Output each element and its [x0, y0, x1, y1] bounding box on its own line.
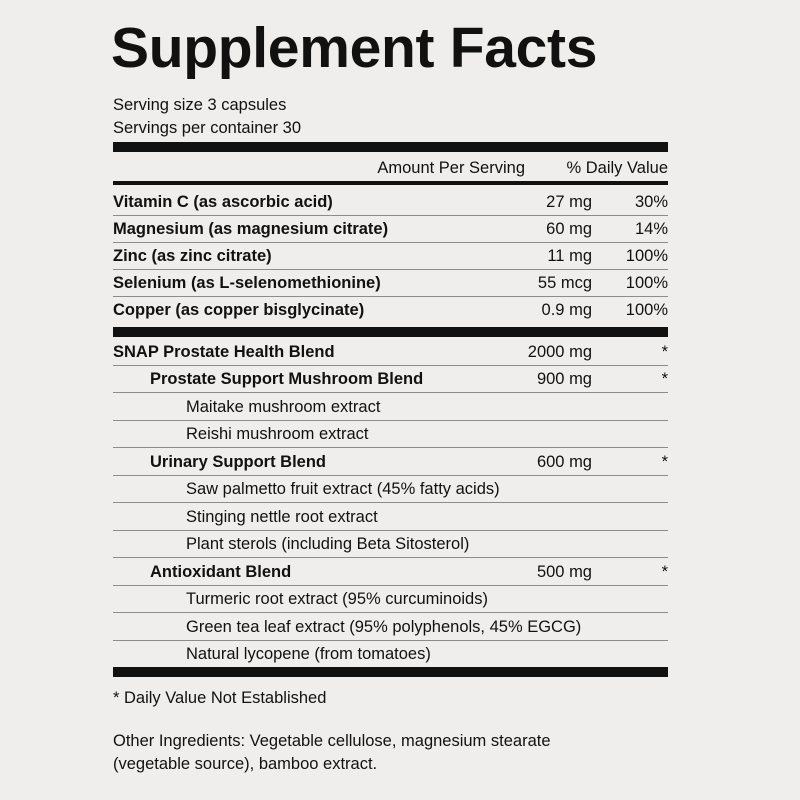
serving-size: Serving size 3 capsules	[113, 96, 287, 114]
row-separator	[113, 392, 668, 393]
row-amount: 900 mg	[536, 370, 592, 389]
row-daily-value: 100%	[625, 247, 668, 265]
row-name: Copper (as copper bisglycinate)	[113, 301, 365, 319]
row-daily-value: *	[661, 370, 668, 389]
amount-header: Amount Per Serving	[377, 159, 525, 177]
thick-rule	[113, 142, 668, 152]
row-amount: 600 mg	[536, 452, 592, 471]
other-ingredients: (vegetable source), bamboo extract.	[113, 755, 378, 773]
row-separator	[113, 557, 668, 558]
row-name: Natural lycopene (from tomatoes)	[186, 644, 431, 663]
row-name: Turmeric root extract (95% curcuminoids)	[186, 590, 488, 609]
row-separator	[113, 475, 668, 476]
row-daily-value: 14%	[634, 220, 668, 238]
row-amount: 0.9 mg	[541, 301, 592, 319]
row-amount: 2000 mg	[527, 343, 592, 361]
row-separator	[113, 612, 668, 613]
row-daily-value: 100%	[625, 301, 668, 319]
servings-per-container: Servings per container 30	[113, 119, 302, 137]
row-amount: 11 mg	[547, 247, 592, 265]
row-name: Saw palmetto fruit extract (45% fatty ac…	[186, 480, 500, 499]
row-name: Prostate Support Mushroom Blend	[150, 370, 424, 389]
row-name: Zinc (as zinc citrate)	[113, 247, 272, 265]
row-amount: 60 mg	[546, 220, 592, 238]
row-separator	[113, 269, 668, 270]
title: Supplement Facts	[111, 16, 598, 80]
row-separator	[113, 502, 668, 503]
row-amount: 500 mg	[536, 562, 592, 581]
row-name: Vitamin C (as ascorbic acid)	[113, 193, 333, 211]
thick-rule	[113, 327, 668, 337]
other-ingredients: Other Ingredients: Vegetable cellulose, …	[113, 732, 551, 750]
row-daily-value: *	[661, 452, 668, 471]
row-name: SNAP Prostate Health Blend	[113, 343, 335, 361]
row-separator	[113, 530, 668, 531]
row-separator	[113, 215, 668, 216]
row-daily-value: *	[661, 343, 668, 361]
row-amount: 55 mcg	[537, 274, 592, 292]
row-daily-value: 30%	[634, 193, 668, 211]
row-separator	[113, 585, 668, 586]
row-name: Maitake mushroom extract	[186, 397, 381, 416]
row-name: Magnesium (as magnesium citrate)	[113, 220, 389, 238]
row-name: Urinary Support Blend	[150, 452, 327, 471]
row-separator	[113, 242, 668, 243]
row-separator	[113, 365, 668, 366]
row-name: Reishi mushroom extract	[186, 425, 369, 444]
row-name: Plant sterols (including Beta Sitosterol…	[186, 535, 470, 554]
row-daily-value: *	[661, 562, 668, 581]
row-separator	[113, 296, 668, 297]
row-daily-value: 100%	[625, 274, 668, 292]
daily-value-header: % Daily Value	[566, 159, 669, 177]
row-name: Antioxidant Blend	[150, 562, 292, 581]
row-name: Green tea leaf extract (95% polyphenols,…	[186, 617, 582, 636]
row-name: Stinging nettle root extract	[186, 507, 378, 526]
row-separator	[113, 640, 668, 641]
row-name: Selenium (as L-selenomethionine)	[113, 274, 381, 292]
medium-rule	[113, 181, 668, 185]
thick-rule	[113, 667, 668, 677]
row-amount: 27 mg	[546, 193, 592, 211]
row-separator	[113, 420, 668, 421]
row-separator	[113, 447, 668, 448]
footnote: * Daily Value Not Established	[113, 689, 327, 707]
